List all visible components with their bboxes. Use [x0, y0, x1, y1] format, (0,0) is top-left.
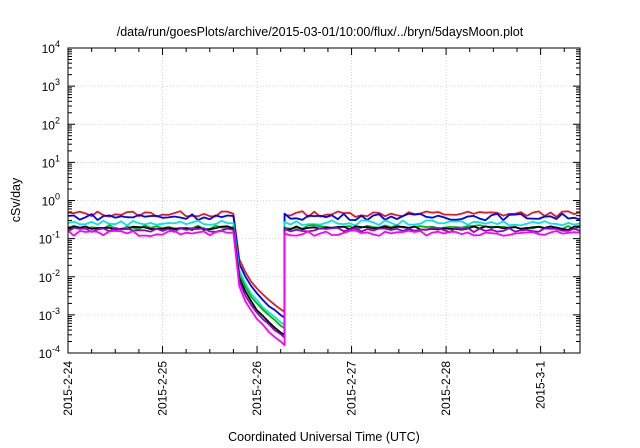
series-line [67, 219, 581, 326]
x-axis: 2015-2-24 2015-2-25 2015-2-26 2015-2-27 2015… [61, 48, 565, 416]
y-axis: 10-4 10-3 10-2 10-1 100 101 102 103 104 [39, 39, 580, 361]
x-tick-label: 2015-2-24 [61, 361, 75, 416]
chart-title: /data/run/goesPlots/archive/2015-03-01/1… [117, 25, 524, 39]
x-tick-label: 2015-2-28 [439, 361, 453, 416]
series-line [67, 225, 581, 336]
series-line [67, 229, 581, 347]
y-tick-label: 101 [42, 153, 60, 170]
x-tick-label: 2015-3-1 [534, 361, 548, 409]
x-axis-label: Coordinated Universal Time (UTC) [228, 430, 420, 444]
y-tick-label: 10-4 [39, 344, 60, 361]
x-tick-label: 2015-2-25 [156, 361, 170, 416]
series-line [67, 226, 581, 339]
x-tick-label: 2015-2-26 [250, 361, 264, 416]
y-tick-label: 102 [42, 115, 60, 132]
y-tick-label: 100 [42, 192, 60, 209]
y-tick-label: 10-2 [39, 268, 60, 285]
y-tick-label: 103 [42, 77, 60, 94]
y-tick-label: 10-1 [39, 230, 60, 247]
series-lines [67, 210, 581, 347]
y-tick-label: 10-3 [39, 306, 60, 323]
grid [68, 48, 580, 353]
series-line [67, 212, 581, 319]
y-axis-label: cSv/day [9, 177, 23, 222]
y-tick-label: 104 [42, 39, 60, 56]
x-tick-label: 2015-2-27 [345, 361, 359, 416]
